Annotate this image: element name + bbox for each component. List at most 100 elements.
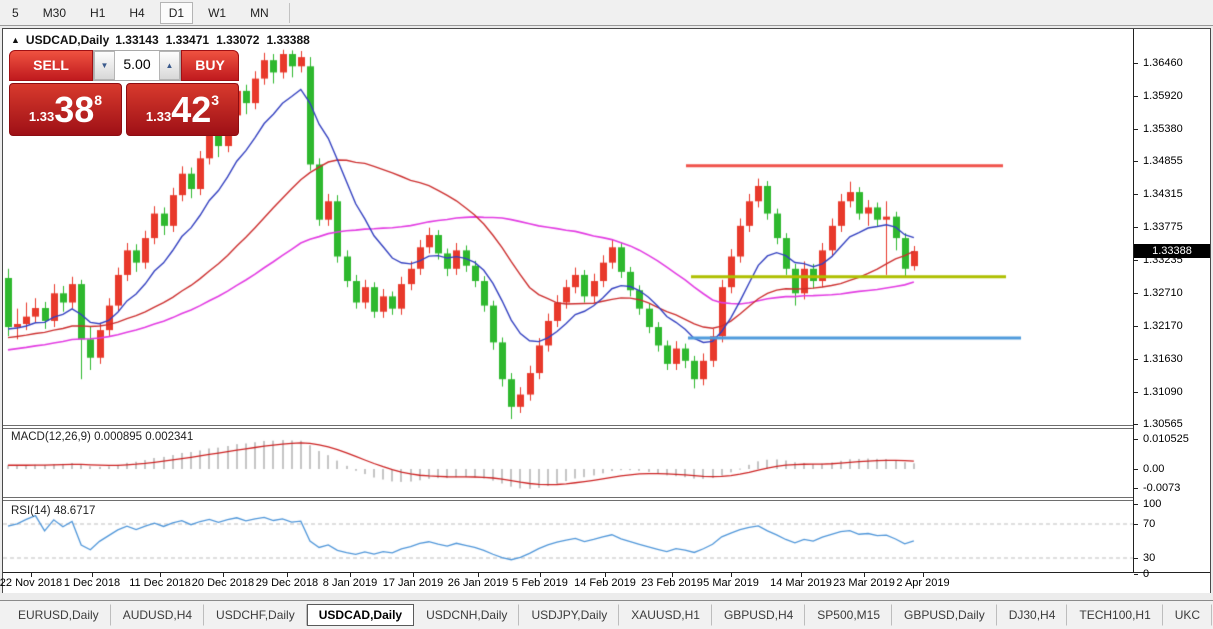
date-axis-tick (731, 573, 732, 577)
price-scale-label: 1.30565 (1143, 418, 1183, 431)
price-scale-label: 1.35920 (1143, 89, 1183, 102)
date-axis-label: 23 Feb 2019 (641, 577, 703, 589)
date-axis-tick (287, 573, 288, 577)
date-axis-tick (160, 573, 161, 577)
date-axis-label: 20 Dec 2018 (191, 577, 255, 589)
price-scale-tick (1134, 325, 1138, 327)
price-scale[interactable] (1133, 29, 1210, 572)
price-scale-tick (1134, 227, 1138, 229)
chart-tab-xauusd[interactable]: XAUUSD,H1 (619, 604, 712, 626)
chart-symbol-label: USDCAD,Daily (25, 33, 110, 47)
price-scale-tick (1134, 128, 1138, 130)
chart-tab-ukc[interactable]: UKC (1163, 604, 1213, 626)
date-axis-tick (92, 573, 93, 577)
rsi-scale-tick (1134, 524, 1138, 525)
price-scale-label: 1.35380 (1143, 122, 1183, 135)
buy-price-tile[interactable]: 1.33 42 3 (126, 83, 239, 136)
chart-tab-eurusd[interactable]: EURUSD,Daily (6, 604, 111, 626)
date-axis-tick (672, 573, 673, 577)
sell-price-big: 38 (54, 88, 95, 130)
price-scale-tick (1134, 392, 1138, 394)
date-axis-label: 22 Nov 2018 (0, 577, 63, 589)
buy-price-pip: 3 (211, 91, 220, 108)
macd-panel-splitter[interactable] (3, 425, 1210, 429)
rsi-label: RSI(14) 48.6717 (11, 505, 96, 517)
chart-tab-usdjpy[interactable]: USDJPY,Daily (519, 604, 620, 626)
chart-tab-gbpusd[interactable]: GBPUSD,Daily (892, 604, 997, 626)
date-axis-label: 11 Dec 2018 (129, 577, 191, 589)
buy-button[interactable]: BUY (181, 50, 239, 81)
ohlc-close: 1.33388 (266, 33, 310, 47)
chart-title: ▲ USDCAD,Daily 1.33143 1.33471 1.33072 1… (11, 33, 310, 47)
price-scale-tick (1134, 260, 1138, 262)
macd-scale-tick (1134, 488, 1138, 489)
macd-scale-label: 0.00 (1143, 463, 1165, 475)
date-axis[interactable] (3, 572, 1210, 593)
price-scale-tick (1134, 292, 1138, 294)
chart-tab-usdcad[interactable]: USDCAD,Daily (306, 604, 415, 626)
volume-stepper: ▼ 5.00 ▲ (93, 50, 181, 81)
price-scale-tick (1134, 358, 1138, 360)
date-axis-tick (350, 573, 351, 577)
macd-label: MACD(12,26,9) 0.000895 0.002341 (11, 431, 194, 443)
macd-scale-label: -0.0073 (1143, 482, 1181, 494)
chart-tab-dj30[interactable]: DJ30,H4 (997, 604, 1068, 626)
timeframe-button-h4[interactable]: H4 (129, 5, 145, 20)
date-axis-label: 5 Mar 2019 (703, 577, 759, 589)
chart-tab-gbpusd[interactable]: GBPUSD,H4 (712, 604, 806, 626)
date-axis-label: 1 Dec 2018 (63, 577, 121, 589)
symbol-tab-bar: EURUSD,Daily AUDUSD,H4 USDCHF,Daily USDCAD,… (0, 600, 1213, 629)
chart-tab-audusd[interactable]: AUDUSD,H4 (111, 604, 205, 626)
sell-button[interactable]: SELL (9, 50, 93, 81)
date-axis-label: 5 Feb 2019 (512, 577, 568, 589)
ohlc-high: 1.33471 (165, 33, 210, 47)
date-axis-label: 17 Jan 2019 (382, 577, 444, 589)
timeframe-button-mn[interactable]: MN (250, 5, 269, 20)
rsi-scale-label: 30 (1143, 552, 1156, 564)
rsi-scale-label: 70 (1143, 518, 1156, 530)
date-axis-label: 14 Feb 2019 (574, 577, 636, 589)
rsi-panel-splitter[interactable] (3, 497, 1210, 501)
date-axis-label: 2 Apr 2019 (896, 577, 950, 589)
date-axis-label: 14 Mar 2019 (770, 577, 832, 589)
rsi-scale-label: 100 (1143, 498, 1162, 510)
chart-tab-usdcnh[interactable]: USDCNH,Daily (414, 604, 520, 626)
price-scale-tick (1134, 161, 1138, 163)
rsi-scale-label: 0 (1143, 568, 1150, 580)
macd-scale-tick (1134, 469, 1138, 470)
rsi-scale-tick (1134, 558, 1138, 559)
date-axis-tick (605, 573, 606, 577)
chart-tab-usdchf[interactable]: USDCHF,Daily (204, 604, 307, 626)
chart-tab-sp500[interactable]: SP500,M15 (805, 604, 893, 626)
volume-input[interactable]: 5.00 (123, 56, 151, 72)
sell-price-tile[interactable]: 1.33 38 8 (9, 83, 122, 136)
buy-price-big: 42 (171, 88, 212, 130)
price-scale-tick (1134, 62, 1138, 64)
macd-scale-label: 0.010525 (1143, 433, 1189, 445)
date-axis-label: 29 Dec 2018 (255, 577, 319, 589)
date-axis-tick (923, 573, 924, 577)
timeframe-button-m30[interactable]: M30 (42, 5, 67, 20)
timeframe-button-5[interactable]: 5 (12, 5, 19, 20)
date-axis-tick (801, 573, 802, 577)
timeframe-button-h1[interactable]: H1 (90, 5, 106, 20)
sell-price-prefix: 1.33 (28, 109, 55, 124)
price-scale-label: 1.36460 (1143, 56, 1183, 69)
price-scale-label: 1.33775 (1143, 221, 1183, 234)
volume-increase-button[interactable]: ▲ (159, 51, 180, 80)
chart-tab-tech100[interactable]: TECH100,H1 (1067, 604, 1163, 626)
rsi-scale-tick (1134, 574, 1138, 575)
date-axis-label: 23 Mar 2019 (833, 577, 895, 589)
date-axis-tick (478, 573, 479, 577)
current-price-tag: 1.33388 (1134, 244, 1210, 259)
price-scale-label: 1.32170 (1143, 319, 1183, 332)
timeframe-button-d1[interactable]: D1 (159, 1, 194, 24)
volume-decrease-button[interactable]: ▼ (94, 51, 115, 80)
timeframe-toolbar: 5 M30 H1 H4 D1 W1 MN (0, 0, 1213, 26)
timeframe-button-w1[interactable]: W1 (208, 5, 227, 20)
collapse-triangle-icon[interactable]: ▲ (11, 35, 20, 45)
toolbar-separator (288, 2, 290, 23)
date-axis-tick (864, 573, 865, 577)
macd-scale-tick (1134, 439, 1138, 440)
